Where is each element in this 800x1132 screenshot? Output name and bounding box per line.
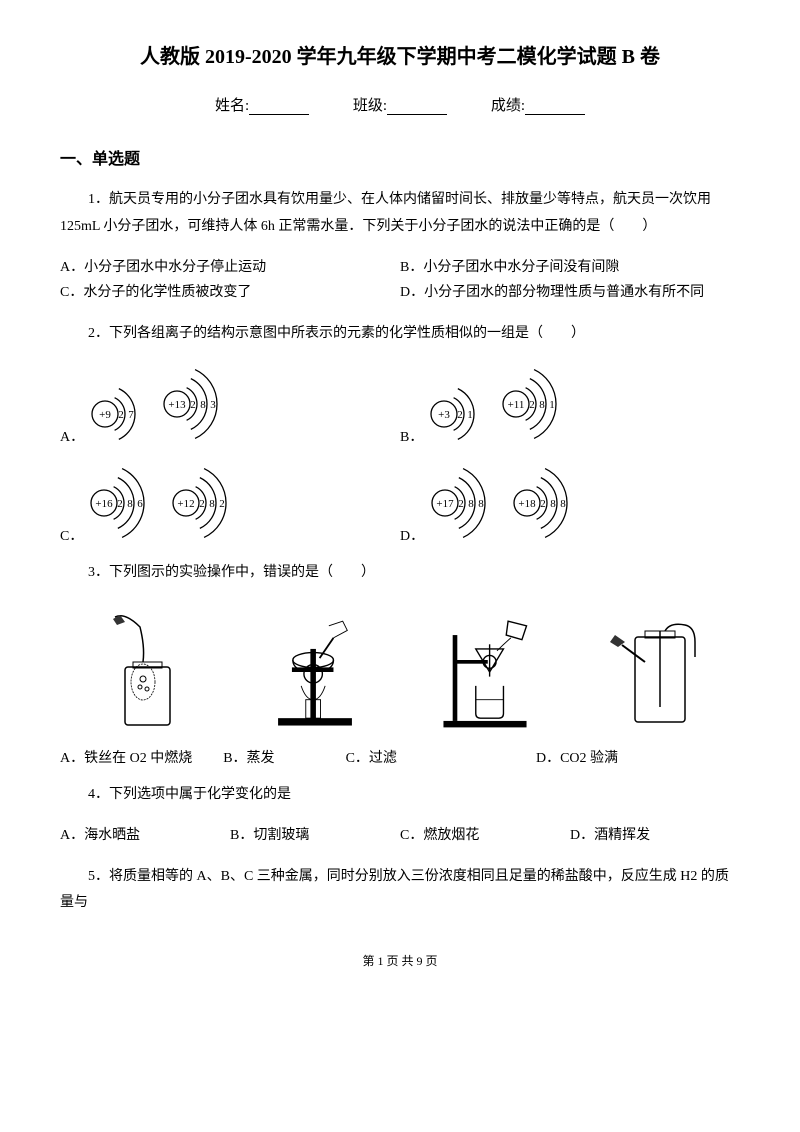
atom-diagram-D1: +17288 <box>429 461 511 550</box>
svg-text:3: 3 <box>210 399 216 411</box>
q2-labelC: C． <box>60 525 83 550</box>
page-title: 人教版 2019-2020 学年九年级下学期中考二模化学试题 B 卷 <box>60 40 740 69</box>
q3-optB: B．蒸发 <box>223 747 345 767</box>
q2-labelB: B． <box>400 426 423 451</box>
name-label: 姓名: <box>215 98 249 114</box>
q2-row1: A． +927 +13283 B． +321 +11281 <box>60 362 740 451</box>
q3-optA: A．铁丝在 O2 中燃烧 <box>60 747 223 767</box>
svg-text:+12: +12 <box>178 498 195 510</box>
svg-text:8: 8 <box>560 498 566 510</box>
q4-optD: D．酒精挥发 <box>570 823 740 848</box>
svg-text:8: 8 <box>550 498 556 510</box>
info-line: 姓名: 班级: 成绩: <box>60 94 740 115</box>
svg-text:8: 8 <box>200 399 206 411</box>
svg-text:2: 2 <box>540 498 546 510</box>
class-blank <box>387 114 447 115</box>
q4-optC: C．燃放烟花 <box>400 823 570 848</box>
q1-optA: A．小分子团水中水分子停止运动 <box>60 255 400 280</box>
svg-text:2: 2 <box>458 409 464 421</box>
q1-optD: D．小分子团水的部分物理性质与普通水有所不同 <box>400 280 740 305</box>
atom-diagram-C2: +12 282 <box>170 461 252 550</box>
svg-text:+13: +13 <box>169 399 187 411</box>
svg-text:+3: +3 <box>438 409 450 421</box>
q4-optA: A．海水晒盐 <box>60 823 230 848</box>
svg-text:8: 8 <box>128 498 134 510</box>
q3-optD: D．CO2 验满 <box>536 747 740 767</box>
score-blank <box>525 114 585 115</box>
name-blank <box>249 114 309 115</box>
q2-text: 2．下列各组离子的结构示意图中所表示的元素的化学性质相似的一组是（ ） <box>60 321 740 348</box>
svg-text:8: 8 <box>540 399 546 411</box>
q4-options: A．海水晒盐 B．切割玻璃 C．燃放烟花 D．酒精挥发 <box>60 823 740 848</box>
svg-text:2: 2 <box>118 409 124 421</box>
svg-text:2: 2 <box>200 498 206 510</box>
q4-text: 4．下列选项中属于化学变化的是 <box>60 782 740 809</box>
q3-imgB <box>255 607 375 737</box>
svg-text:2: 2 <box>220 498 226 510</box>
atom-diagram-A2: +13283 <box>161 362 243 451</box>
svg-text:1: 1 <box>468 409 474 421</box>
svg-text:8: 8 <box>468 498 474 510</box>
svg-text:8: 8 <box>478 498 484 510</box>
svg-text:2: 2 <box>118 498 124 510</box>
atom-diagram-C1: +16 286 <box>88 461 170 550</box>
atom-diagram-A1: +9 27 <box>89 382 161 451</box>
q4-optB: B．切割玻璃 <box>230 823 400 848</box>
class-label: 班级: <box>353 98 387 114</box>
q1-optC: C．水分子的化学性质被改变了 <box>60 280 400 305</box>
q1-text: 1．航天员专用的小分子团水具有饮用量少、在人体内储留时间长、排放量少等特点，航天… <box>60 187 740 240</box>
svg-text:2: 2 <box>530 399 536 411</box>
q1-options: A．小分子团水中水分子停止运动 B．小分子团水中水分子间没有间隙 C．水分子的化… <box>60 255 740 305</box>
q3-images <box>60 607 740 737</box>
svg-text:7: 7 <box>128 409 134 421</box>
q3-imgC <box>425 607 545 737</box>
q3-imgD <box>595 607 715 737</box>
atom-diagram-B2: +11 281 <box>500 362 582 451</box>
q3-optC: C．过滤 <box>346 747 536 767</box>
page-footer: 第 1 页 共 9 页 <box>60 952 740 969</box>
q3-text: 3．下列图示的实验操作中，错误的是（ ） <box>60 560 740 587</box>
svg-text:2: 2 <box>458 498 464 510</box>
svg-text:+18: +18 <box>519 498 537 510</box>
q3-options: A．铁丝在 O2 中燃烧 B．蒸发 C．过滤 D．CO2 验满 <box>60 747 740 767</box>
atom-diagram-D2: +18288 <box>511 461 593 550</box>
svg-text:+9: +9 <box>99 409 111 421</box>
svg-text:1: 1 <box>550 399 556 411</box>
atom-diagram-B1: +3 21 <box>428 382 500 451</box>
section1-title: 一、单选题 <box>60 145 740 169</box>
q1-optB: B．小分子团水中水分子间没有间隙 <box>400 255 740 280</box>
svg-text:6: 6 <box>138 498 144 510</box>
svg-text:2: 2 <box>190 399 196 411</box>
q5-text: 5．将质量相等的 A、B、C 三种金属，同时分别放入三份浓度相同且足量的稀盐酸中… <box>60 864 740 917</box>
q2-row2: C． +16286 +12282 D． +17288 +18288 <box>60 461 740 550</box>
q3-imgA <box>85 607 205 737</box>
svg-text:8: 8 <box>210 498 216 510</box>
svg-text:+17: +17 <box>437 498 455 510</box>
q2-labelA: A． <box>60 426 84 451</box>
score-label: 成绩: <box>491 98 525 114</box>
svg-text:+11: +11 <box>508 399 525 411</box>
q2-labelD: D． <box>400 525 424 550</box>
svg-text:+16: +16 <box>96 498 114 510</box>
